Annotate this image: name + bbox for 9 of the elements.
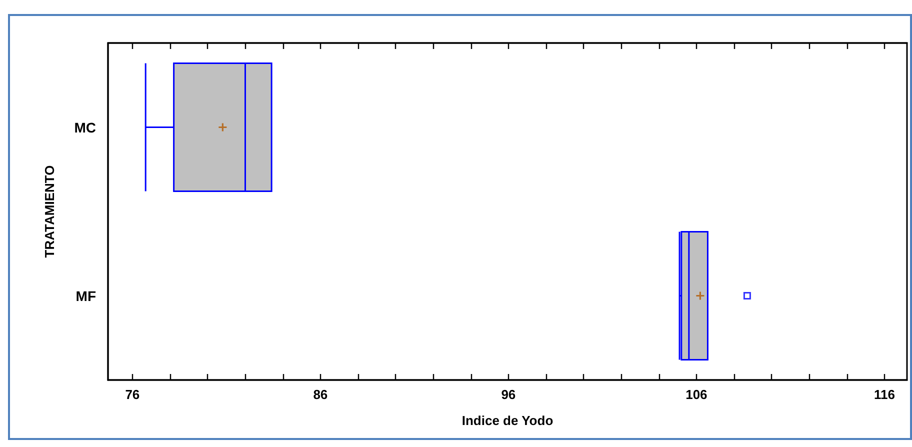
- x-axis-title: Indice de Yodo: [462, 413, 554, 428]
- x-tick-label: 76: [125, 387, 140, 402]
- x-tick-label: 86: [313, 387, 328, 402]
- x-tick-label: 116: [874, 387, 895, 402]
- x-tick-label: 96: [501, 387, 516, 402]
- y-tick-label: MC: [74, 119, 96, 136]
- y-tick-label: MF: [76, 288, 96, 304]
- x-tick-label: 106: [686, 387, 708, 402]
- y-axis-title: TRATAMIENTO: [42, 165, 57, 258]
